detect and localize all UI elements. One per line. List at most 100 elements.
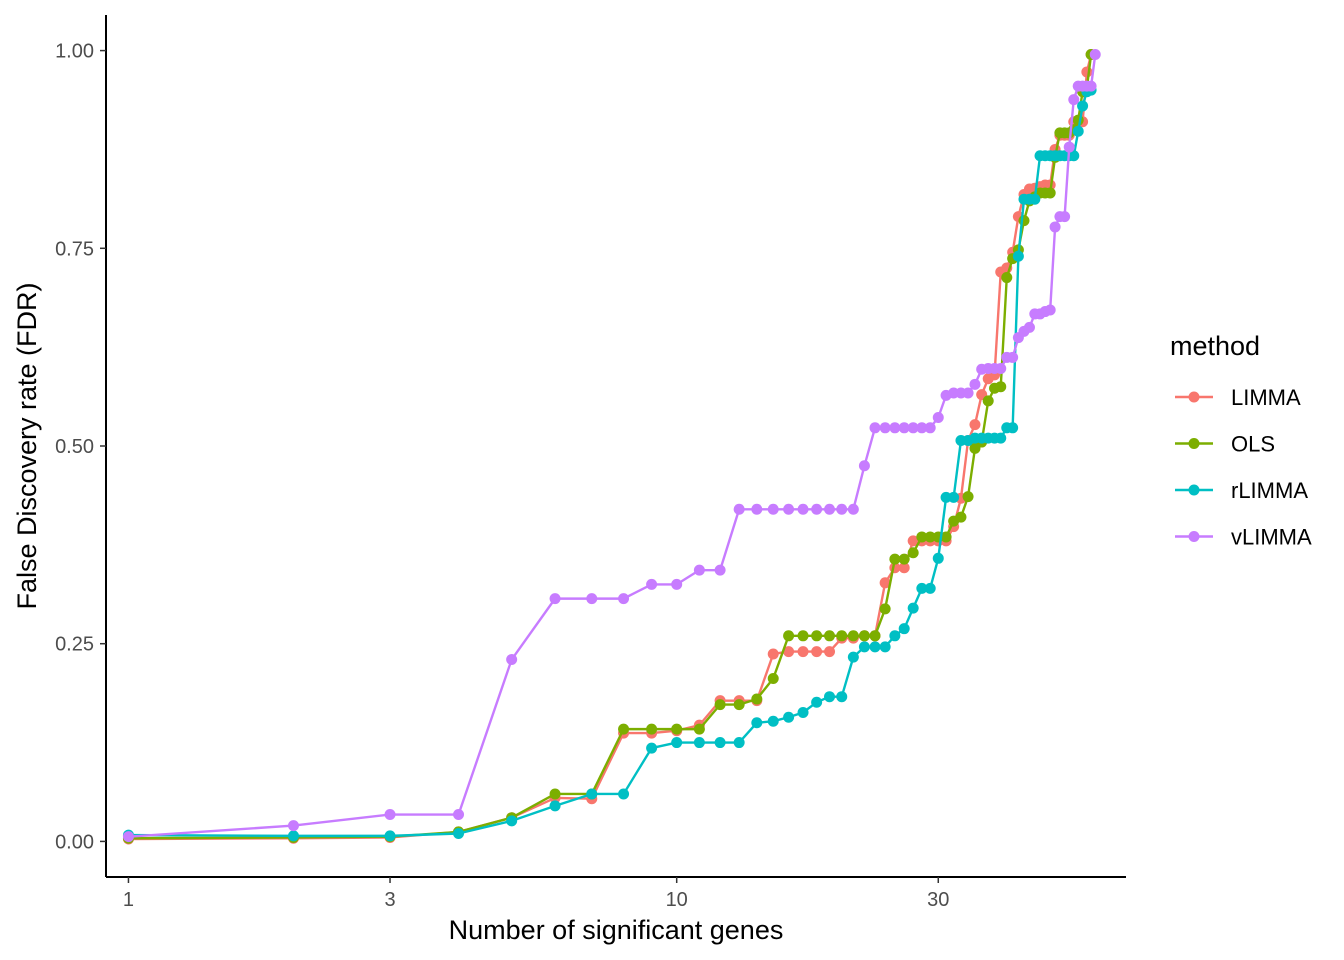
data-point-rlimma: [1012, 250, 1024, 262]
data-point-rlimma: [618, 788, 630, 800]
data-point-ols: [1001, 272, 1013, 284]
data-point-vlimma: [932, 412, 944, 424]
data-point-ols: [889, 553, 901, 565]
legend-key-point: [1188, 531, 1200, 542]
data-point-ols: [916, 531, 928, 543]
series-ols: [122, 49, 1097, 844]
data-point-ols: [924, 531, 936, 543]
data-point-rlimma: [889, 630, 901, 642]
series-line-rlimma: [128, 89, 1092, 838]
data-point-rlimma: [824, 691, 836, 703]
data-point-ols: [714, 699, 726, 711]
data-point-ols: [811, 630, 823, 642]
data-point-ols: [940, 531, 952, 543]
y-tick-label: 0.25: [55, 634, 94, 656]
data-point-vlimma: [453, 809, 465, 821]
data-point-ols: [836, 630, 848, 642]
series-limma: [122, 49, 1097, 845]
data-point-vlimma: [962, 387, 974, 399]
legend-item-ols: OLS: [1175, 432, 1275, 457]
data-point-vlimma: [287, 820, 299, 832]
data-point-ols: [1044, 187, 1056, 199]
data-point-ols: [955, 511, 967, 523]
legend-label: LIMMA: [1231, 385, 1301, 410]
data-point-vlimma: [916, 422, 928, 434]
data-point-vlimma: [1068, 94, 1080, 106]
data-point-vlimma: [889, 422, 901, 434]
data-point-vlimma: [506, 654, 518, 666]
data-point-vlimma: [858, 460, 870, 472]
series-rlimma: [122, 84, 1097, 842]
data-point-rlimma: [783, 711, 795, 723]
data-point-ols: [646, 723, 658, 735]
data-point-rlimma: [453, 828, 465, 839]
y-tick-label: 1.00: [55, 41, 94, 63]
legend-label: rLIMMA: [1231, 478, 1308, 503]
data-point-vlimma: [995, 363, 1007, 374]
data-point-vlimma: [924, 422, 936, 434]
data-point-vlimma: [733, 503, 745, 515]
data-point-rlimma: [1068, 150, 1080, 162]
data-point-vlimma: [1007, 351, 1019, 363]
data-point-vlimma: [898, 422, 910, 434]
data-point-vlimma: [618, 593, 630, 605]
data-point-rlimma: [384, 830, 396, 842]
data-point-rlimma: [1077, 100, 1089, 112]
data-point-rlimma: [995, 432, 1007, 444]
data-point-vlimma: [646, 578, 658, 590]
data-point-rlimma: [751, 717, 763, 729]
data-point-ols: [767, 673, 779, 684]
data-point-rlimma: [898, 623, 910, 635]
data-point-limma: [879, 577, 891, 589]
data-point-rlimma: [869, 641, 881, 653]
data-point-rlimma: [836, 691, 848, 703]
data-point-limma: [797, 646, 809, 658]
data-point-rlimma: [549, 800, 561, 812]
x-tick-label: 10: [666, 889, 688, 911]
series-vlimma: [122, 49, 1101, 843]
data-point-limma: [767, 648, 779, 660]
data-point-rlimma: [907, 602, 919, 614]
data-point-vlimma: [384, 809, 396, 821]
data-point-rlimma: [646, 742, 658, 754]
data-point-ols: [907, 547, 919, 559]
series-line-limma: [128, 54, 1093, 841]
data-point-vlimma: [1059, 211, 1071, 223]
data-point-vlimma: [1044, 304, 1056, 316]
data-point-vlimma: [1085, 80, 1097, 92]
data-point-rlimma: [586, 788, 598, 800]
data-point-ols: [797, 630, 809, 642]
data-point-rlimma: [506, 815, 518, 827]
legend-item-limma: LIMMA: [1175, 385, 1301, 410]
data-point-ols: [962, 491, 974, 503]
data-point-ols: [982, 395, 994, 407]
legend-item-vlimma: vLIMMA: [1175, 525, 1312, 550]
data-point-limma: [783, 646, 795, 658]
data-point-ols: [783, 630, 795, 642]
data-point-limma: [898, 562, 910, 574]
data-point-ols: [751, 693, 763, 705]
data-point-rlimma: [847, 651, 859, 663]
data-point-rlimma: [858, 641, 870, 653]
data-point-vlimma: [783, 503, 795, 515]
y-axis-title: False Discovery rate (FDR): [12, 282, 42, 609]
x-tick-label: 30: [927, 889, 949, 911]
data-point-vlimma: [836, 503, 848, 515]
ticks-layer: 0.00 0.25 0.50 0.75 1.00 1 3 10 30: [55, 41, 949, 911]
data-point-vlimma: [969, 378, 981, 390]
data-point-rlimma: [1072, 125, 1084, 137]
data-point-ols: [671, 723, 683, 735]
data-point-rlimma: [924, 582, 936, 594]
data-point-vlimma: [671, 578, 683, 590]
data-point-ols: [869, 630, 881, 642]
data-point-ols: [693, 723, 705, 735]
legend-key-point: [1188, 438, 1200, 449]
data-point-vlimma: [751, 503, 763, 515]
data-point-ols: [824, 630, 836, 642]
data-point-vlimma: [824, 503, 836, 515]
data-point-rlimma: [733, 737, 745, 749]
y-tick-label: 0.00: [55, 831, 94, 853]
legend-title: method: [1170, 331, 1260, 361]
data-point-vlimma: [1063, 141, 1075, 153]
